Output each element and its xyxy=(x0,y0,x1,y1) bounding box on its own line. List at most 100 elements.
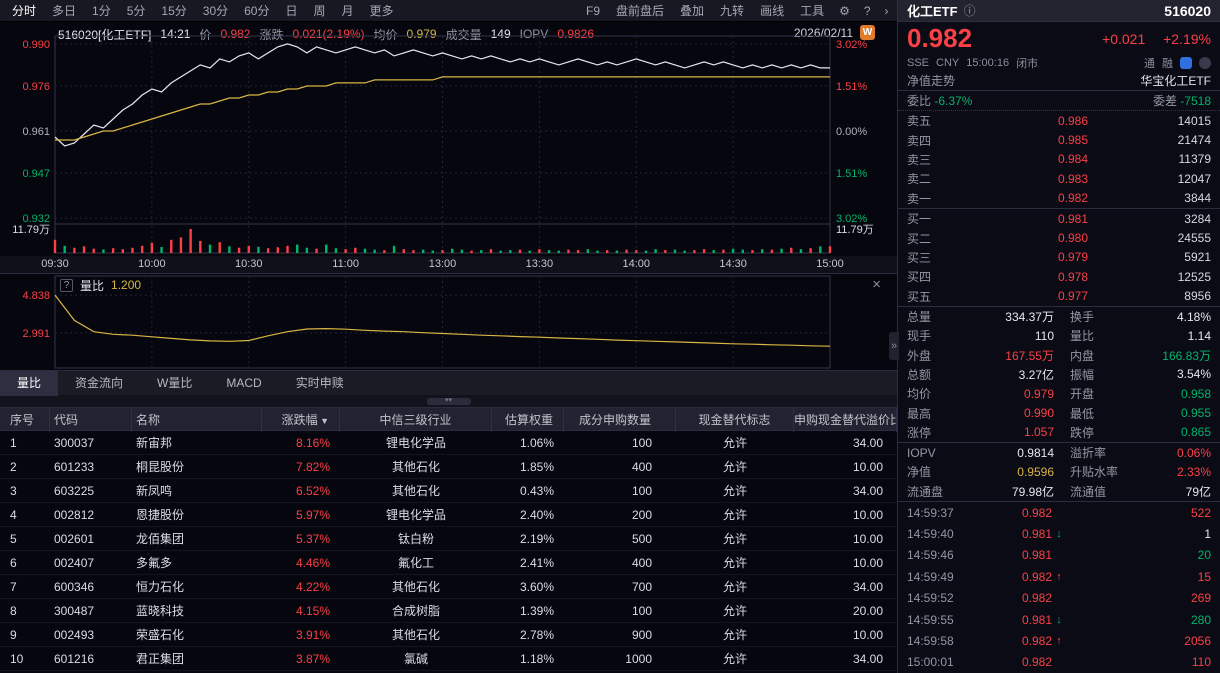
table-row[interactable]: 4 002812 恩捷股份 5.97% 锂电化学品 2.40% 200 允许 10.00 xyxy=(0,503,897,527)
price-chart-svg[interactable]: 0.990 3.02% 0.976 1.51% 0.961 0.00% 0.947 1.51%… xyxy=(0,22,897,256)
tick-volume: 110 xyxy=(1191,655,1211,670)
menu-item[interactable]: 多日 xyxy=(52,4,77,18)
cell: 新宙邦 xyxy=(136,436,173,450)
menu-item[interactable]: 5分 xyxy=(126,4,146,18)
tab-MACD[interactable]: MACD xyxy=(226,376,262,390)
menu-item[interactable]: 60分 xyxy=(244,4,270,18)
clock-icon[interactable] xyxy=(1199,57,1211,69)
cell: 允许 xyxy=(722,436,747,450)
menu-item[interactable]: 工具 xyxy=(800,4,825,18)
change-percent: +2.19% xyxy=(1163,31,1211,47)
stat-value: 0.958 xyxy=(1180,386,1211,401)
menu-item[interactable]: 叠加 xyxy=(680,4,705,18)
tab-量比[interactable]: 量比 xyxy=(0,371,59,396)
tab-实时申赎[interactable]: 实时申赎 xyxy=(295,376,344,390)
volume-ratio-svg[interactable]: 4.838 2.991 xyxy=(0,274,897,370)
intraday-chart[interactable]: 516020[化工ETF] 14:21 价 0.982 涨跌 0.021(2.19%) 均价… xyxy=(0,22,897,256)
tick-volume: 522 xyxy=(1190,505,1211,520)
book-price: 0.978 xyxy=(1057,269,1088,284)
menu-item[interactable]: 月 xyxy=(341,4,354,18)
column-header[interactable]: 中信三级行业 xyxy=(340,408,492,432)
book-row[interactable]: 卖四 0.985 21474 xyxy=(898,130,1220,149)
book-row[interactable]: 买三 0.979 5921 xyxy=(898,248,1220,267)
menu-item[interactable]: 周 xyxy=(313,4,326,18)
menu-item[interactable]: 15分 xyxy=(161,4,187,18)
cell: 300487 xyxy=(54,604,95,618)
wp-badge-icon[interactable]: W xyxy=(860,25,875,40)
panel-splitter[interactable]: ▾▾ xyxy=(0,396,897,407)
menu-item[interactable]: 30分 xyxy=(202,4,229,18)
svg-text:11.79万: 11.79万 xyxy=(836,224,874,236)
column-header[interactable]: 现金替代标志 xyxy=(676,408,794,432)
alert-icon[interactable] xyxy=(1180,57,1192,69)
book-row[interactable]: 买四 0.978 12525 xyxy=(898,267,1220,286)
column-header[interactable]: 成分申购数量 xyxy=(564,408,676,432)
arrow-up-icon: ↑ xyxy=(1056,570,1062,583)
book-row[interactable]: 买一 0.981 3284 xyxy=(898,209,1220,228)
table-row[interactable]: 6 002407 多氟多 4.46% 氟化工 2.41% 400 允许 10.00 xyxy=(0,551,897,575)
cell: 1 xyxy=(10,436,17,450)
menu-item[interactable]: 日 xyxy=(285,4,298,18)
table-row[interactable]: 8 300487 蓝晓科技 4.15% 合成树脂 1.39% 100 允许 20.00 xyxy=(0,599,897,623)
help-icon[interactable]: ? xyxy=(60,278,73,292)
tick-time: 14:59:58 xyxy=(907,633,954,648)
menu-item[interactable]: 更多 xyxy=(369,4,394,18)
stat-row: 最高 0.990 最低 0.955 xyxy=(898,403,1220,422)
gear-icon[interactable]: ⚙ xyxy=(839,4,850,18)
menu-item[interactable]: 画线 xyxy=(760,4,785,18)
column-header-label: 名称 xyxy=(136,413,161,427)
book-price: 0.981 xyxy=(1057,211,1088,226)
tab-nav-trend[interactable]: 净值走势 xyxy=(907,74,956,88)
menu-item[interactable]: 九转 xyxy=(720,4,745,18)
column-header[interactable]: 涨跌幅 ▼ xyxy=(262,408,340,432)
close-icon[interactable]: × xyxy=(872,276,881,293)
panel-expander-icon[interactable]: » xyxy=(889,332,899,360)
table-row[interactable]: 5 002601 龙佰集团 5.37% 钛白粉 2.19% 500 允许 10.00 xyxy=(0,527,897,551)
tick-time: 14:59:46 xyxy=(907,548,954,563)
info-icon[interactable]: ⓘ xyxy=(963,4,976,18)
book-row[interactable]: 卖一 0.982 3844 xyxy=(898,189,1220,208)
tab-资金流向[interactable]: 资金流向 xyxy=(75,376,124,390)
book-row[interactable]: 买二 0.980 24555 xyxy=(898,228,1220,247)
tick-price: 0.981 xyxy=(1021,526,1052,541)
table-row[interactable]: 2 601233 桐昆股份 7.82% 其他石化 1.85% 400 允许 10.00 xyxy=(0,455,897,479)
book-row[interactable]: 买五 0.977 8956 xyxy=(898,287,1220,306)
book-row[interactable]: 卖三 0.984 11379 xyxy=(898,150,1220,169)
cell: 200 xyxy=(631,508,652,522)
subchart-title: 量比 xyxy=(80,278,105,293)
column-header[interactable]: 序号 xyxy=(0,408,50,432)
table-body: 1 300037 新宙邦 8.16% 锂电化学品 1.06% 100 允许 34.00 2 6012… xyxy=(0,431,897,671)
stat-value: 110 xyxy=(1034,328,1054,343)
book-row[interactable]: 卖五 0.986 14015 xyxy=(898,111,1220,130)
menu-item[interactable]: 1分 xyxy=(92,4,111,18)
stat-label: IOPV xyxy=(907,445,936,460)
tab-W量比[interactable]: W量比 xyxy=(157,376,193,390)
table-row[interactable]: 3 603225 新凤鸣 6.52% 其他石化 0.43% 100 允许 34.00 xyxy=(0,479,897,503)
table-row[interactable]: 7 600346 恒力石化 4.22% 其他石化 3.60% 700 允许 34.00 xyxy=(0,575,897,599)
column-header[interactable]: 名称 xyxy=(132,408,262,432)
cell: 6.52% xyxy=(295,484,330,498)
book-row[interactable]: 卖二 0.983 12047 xyxy=(898,169,1220,188)
column-header[interactable]: 估算权重 xyxy=(492,408,564,432)
cell: 002407 xyxy=(54,556,95,570)
table-row[interactable]: 9 002493 荣盛石化 3.91% 其他石化 2.78% 900 允许 10.00 xyxy=(0,623,897,647)
book-level-label: 买四 xyxy=(907,270,932,285)
volume-ratio-subchart[interactable]: 4.838 2.991 ? 量比 1.200 × xyxy=(0,274,897,370)
quote-panel: 化工ETF ⓘ 516020 0.982 +0.021 +2.19% SSE C… xyxy=(897,0,1220,673)
menu-item[interactable]: 盘前盘后 xyxy=(616,4,665,18)
tick-row: 14:59:46 0.981 20 xyxy=(898,545,1220,566)
chevron-right-icon[interactable]: › xyxy=(884,4,889,18)
column-header[interactable]: 申购现金替代溢价比 xyxy=(794,408,897,432)
table-row[interactable]: 10 601216 君正集团 3.87% 氯碱 1.18% 1000 允许 34.00 xyxy=(0,647,897,671)
tick-price: 0.982 xyxy=(1021,569,1052,584)
menu-item[interactable]: F9 xyxy=(586,4,601,18)
table-row[interactable]: 1 300037 新宙邦 8.16% 锂电化学品 1.06% 100 允许 34.00 xyxy=(0,431,897,455)
stat-label: 涨停 xyxy=(907,425,932,440)
splitter-handle-icon[interactable]: ▾▾ xyxy=(426,397,471,405)
menu-item[interactable]: 分时 xyxy=(12,4,37,18)
stat-value: 0.9814 xyxy=(1017,445,1054,460)
cell: 002493 xyxy=(54,628,95,642)
help-icon[interactable]: ? xyxy=(863,4,871,18)
book-quantity: 24555 xyxy=(1177,231,1211,246)
column-header[interactable]: 代码 xyxy=(50,408,132,432)
